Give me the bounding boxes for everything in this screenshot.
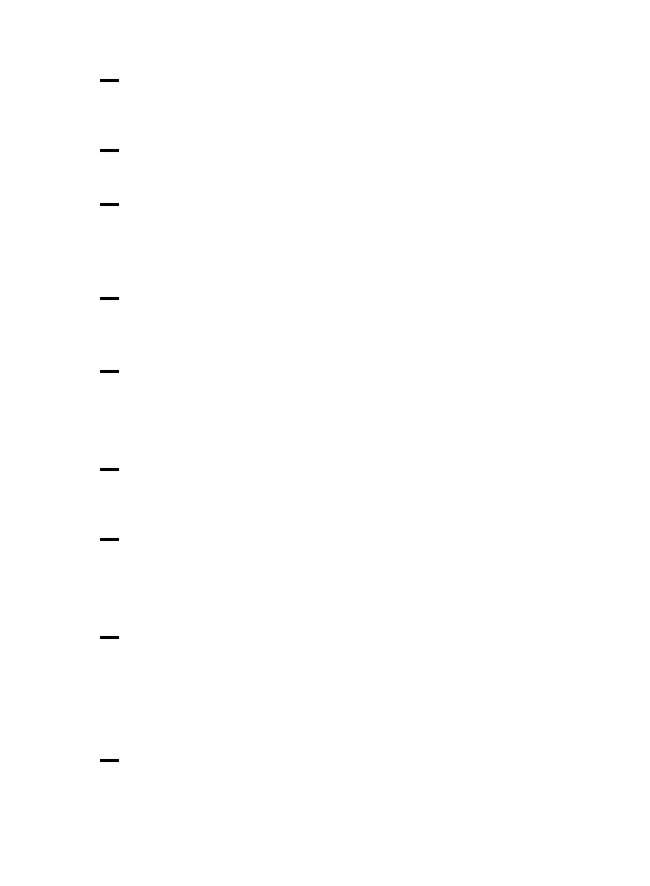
Text: kDa: kDa	[58, 840, 97, 858]
Text: 25: 25	[72, 195, 97, 213]
Text: 15: 15	[72, 71, 97, 89]
Text: 100: 100	[59, 530, 97, 548]
Text: 150: 150	[59, 628, 97, 646]
Text: 37: 37	[72, 289, 97, 307]
Text: 250: 250	[59, 751, 97, 769]
Text: 50: 50	[72, 362, 97, 380]
Bar	[208, 535, 380, 543]
Text: 75: 75	[72, 460, 97, 478]
Text: 1: 1	[192, 840, 205, 858]
Text: 20: 20	[72, 141, 97, 159]
Bar	[117, 35, 403, 859]
Text: 2: 2	[286, 840, 299, 858]
